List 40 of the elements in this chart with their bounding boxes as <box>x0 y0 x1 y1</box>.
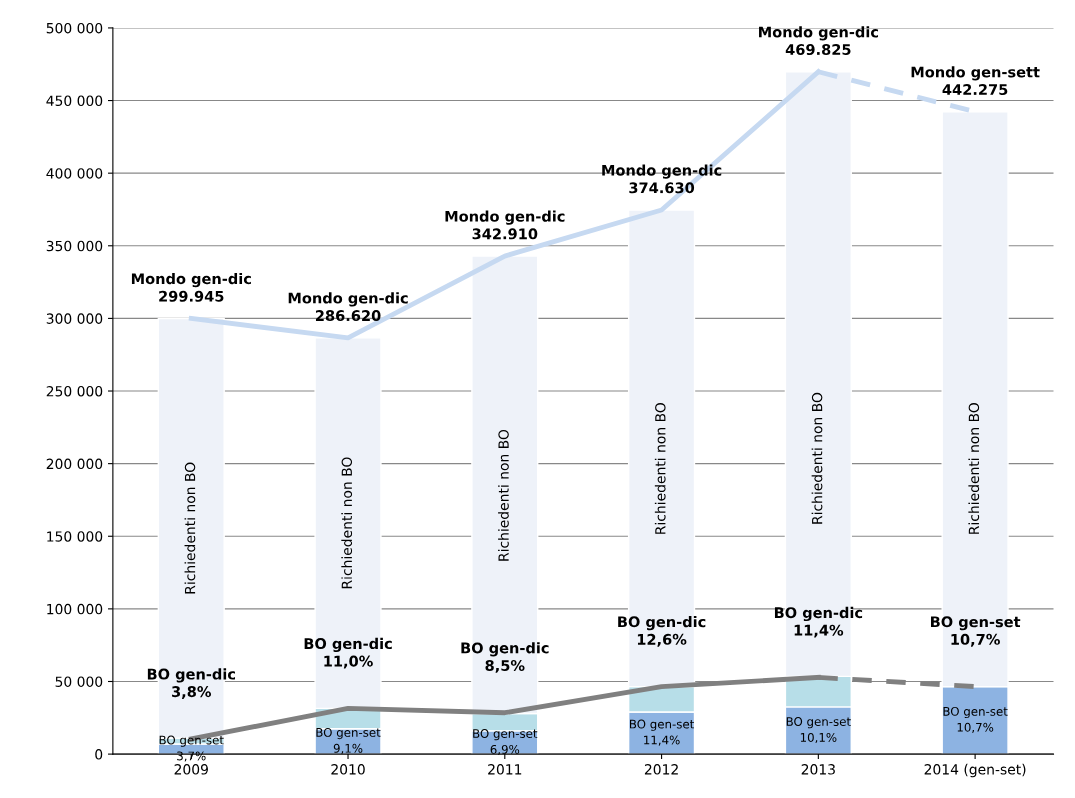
y-tick-label: 200 000 <box>46 458 103 470</box>
data-label: Richiedenti non BO <box>184 462 196 594</box>
y-tick-label: 450 000 <box>46 95 103 107</box>
data-label: BO gen-set 10,7% <box>943 706 1008 733</box>
data-label: BO gen-dic 8,5% <box>461 642 549 673</box>
y-tick-label: 350 000 <box>46 240 103 252</box>
data-label: Mondo gen-dic 286.620 <box>288 292 408 322</box>
data-label: BO gen-dic 11,0% <box>304 637 392 669</box>
y-tick-label: 300 000 <box>46 313 103 324</box>
data-label: Mondo gen-dic 469.825 <box>759 26 879 56</box>
x-tick-label: 2012 <box>644 764 678 775</box>
x-tick-label: 2011 <box>488 764 522 775</box>
y-tick-label: 500 000 <box>46 22 103 34</box>
y-tick-label: 150 000 <box>47 531 103 542</box>
data-label: BO gen-dic 11,4% <box>774 606 863 638</box>
x-tick-label: 2013 <box>801 764 835 775</box>
data-label: Mondo gen-dic 342.910 <box>445 210 565 240</box>
x-tick-label: 2014 (gen-set) <box>924 763 1026 778</box>
y-tick-label: 0 <box>95 749 103 760</box>
x-tick-label: 2009 <box>174 764 208 775</box>
data-label: BO gen-dic 12,6% <box>618 616 706 647</box>
data-label: BO gen-set 11,4% <box>629 719 695 746</box>
data-label: Mondo gen-sett 442.275 <box>911 66 1040 96</box>
y-tick-label: 400 000 <box>46 168 103 179</box>
data-label: BO gen-set 6,9% <box>473 729 538 756</box>
data-label: Mondo gen-dic 299.945 <box>131 272 251 302</box>
y-tick-label: 50 000 <box>55 676 103 687</box>
data-label: Mondo gen-dic 374.630 <box>602 164 722 194</box>
data-label: Richiedenti non BO <box>498 429 509 561</box>
data-label: BO gen-set 10,7% <box>931 616 1021 647</box>
y-tick-label: 250 000 <box>46 385 103 397</box>
data-label: Richiedenti non BO <box>654 403 666 534</box>
x-tick-label: 2010 <box>331 764 365 775</box>
y-tick-label: 100 000 <box>47 603 103 615</box>
data-label: BO gen-dic 3,8% <box>147 668 235 700</box>
data-label: BO gen-set 10,1% <box>786 717 851 744</box>
data-label: Richiedenti non BO <box>811 392 823 524</box>
data-label: Richiedenti non BO <box>341 457 353 589</box>
data-label: Richiedenti non BO <box>968 403 980 534</box>
data-label: BO gen-set 9,1% <box>316 727 381 754</box>
